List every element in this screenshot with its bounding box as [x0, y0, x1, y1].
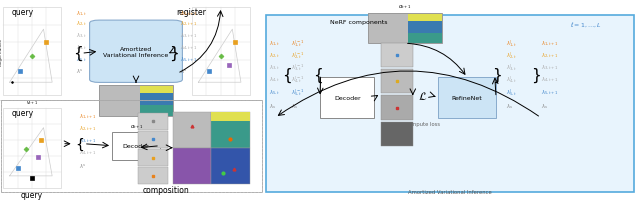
Text: $\lambda_{5,t}$: $\lambda_{5,t}$ — [269, 88, 280, 96]
Bar — [266, 16, 634, 192]
Text: $\lambda_{1,t+1}$: $\lambda_{1,t+1}$ — [180, 10, 198, 18]
Text: $\lambda_s$: $\lambda_s$ — [541, 102, 548, 110]
Bar — [381, 122, 413, 146]
Text: $\{$: $\{$ — [312, 66, 323, 84]
Text: $\lambda_{1,t+1}$: $\lambda_{1,t+1}$ — [79, 112, 96, 120]
Text: $\lambda^{l-1}_{5,t}$: $\lambda^{l-1}_{5,t}$ — [291, 87, 305, 97]
Text: $\lambda^l_{4,t}$: $\lambda^l_{4,t}$ — [506, 75, 516, 85]
Text: $\lambda_{4,t+1}$: $\lambda_{4,t+1}$ — [180, 44, 198, 52]
Bar — [438, 78, 496, 118]
Text: $\lambda_{3,t+1}$: $\lambda_{3,t+1}$ — [541, 64, 558, 72]
Text: Decoder: Decoder — [334, 96, 360, 100]
Bar — [408, 21, 442, 33]
Text: $\lambda_{1,t}$: $\lambda_{1,t}$ — [76, 10, 86, 18]
Text: $\lambda^{l-1}_{3,t}$: $\lambda^{l-1}_{3,t}$ — [291, 63, 305, 73]
Text: $\lambda^s$: $\lambda^s$ — [79, 162, 86, 170]
Text: $\}$: $\}$ — [492, 66, 502, 84]
Text: query: query — [12, 108, 34, 117]
Bar — [99, 86, 140, 116]
Bar — [408, 14, 442, 44]
Bar — [368, 14, 442, 44]
Bar — [381, 44, 413, 68]
Text: $\lambda_{5,t+1}$: $\lambda_{5,t+1}$ — [180, 56, 198, 64]
Text: $\alpha_{t+1}$: $\alpha_{t+1}$ — [398, 3, 412, 11]
Text: $\lambda_{2,t+1}$: $\lambda_{2,t+1}$ — [180, 20, 198, 28]
Bar — [408, 14, 442, 21]
Text: $\lambda_{3,t+1}$: $\lambda_{3,t+1}$ — [79, 136, 96, 144]
Text: $\lambda^l_{2,t}$: $\lambda^l_{2,t}$ — [506, 51, 516, 61]
Bar — [320, 78, 374, 118]
Text: $\lambda^l_{1,t}$: $\lambda^l_{1,t}$ — [506, 39, 516, 49]
Text: $\lambda^l_{3,t}$: $\lambda^l_{3,t}$ — [506, 63, 516, 73]
Bar — [381, 96, 413, 120]
Text: $\lambda_s$: $\lambda_s$ — [506, 102, 513, 110]
Text: NeRF components: NeRF components — [330, 20, 387, 25]
Text: $\ell = 1, \ldots, L$: $\ell = 1, \ldots, L$ — [570, 20, 602, 28]
Text: query: query — [12, 8, 34, 17]
Text: $\lambda^l_{5,t}$: $\lambda^l_{5,t}$ — [506, 87, 516, 97]
Text: $\lambda_{3,t+1}$: $\lambda_{3,t+1}$ — [180, 32, 198, 40]
Text: $\lambda_{5,t+1}$: $\lambda_{5,t+1}$ — [541, 88, 558, 96]
Bar — [138, 150, 168, 166]
Text: $\lambda^{l-1}_{1,t}$: $\lambda^{l-1}_{1,t}$ — [291, 39, 305, 49]
Text: $\lambda_{4,t}$: $\lambda_{4,t}$ — [269, 76, 280, 84]
Text: $\mathcal{L}$: $\mathcal{L}$ — [418, 90, 427, 102]
Bar — [211, 112, 250, 121]
Bar — [138, 114, 168, 130]
Text: $\lambda_{3,t}$: $\lambda_{3,t}$ — [269, 64, 280, 72]
Text: $\lambda_{4,t}$: $\lambda_{4,t}$ — [76, 44, 86, 52]
Text: $\lambda^{l-1}_{4,t}$: $\lambda^{l-1}_{4,t}$ — [291, 75, 305, 85]
Text: $\lambda^s$: $\lambda^s$ — [76, 68, 83, 76]
FancyBboxPatch shape — [90, 21, 182, 83]
Text: register: register — [176, 8, 206, 17]
Text: $\lambda_{2,t+1}$: $\lambda_{2,t+1}$ — [541, 52, 558, 60]
Text: $\alpha_{t+1}$: $\alpha_{t+1}$ — [129, 122, 143, 130]
Text: $\lambda_{1,t+1}$: $\lambda_{1,t+1}$ — [541, 40, 558, 48]
Bar — [1, 100, 262, 192]
Bar — [140, 86, 173, 116]
Text: $\}$: $\}$ — [168, 45, 179, 63]
Bar — [138, 168, 168, 184]
Bar — [112, 132, 160, 160]
Text: $\lambda_s$: $\lambda_s$ — [291, 102, 298, 110]
Bar — [211, 112, 250, 148]
Text: $\lambda_{5,t}$: $\lambda_{5,t}$ — [76, 56, 86, 64]
Text: $v_{t+1}$: $v_{t+1}$ — [26, 99, 38, 107]
Text: $\{$: $\{$ — [282, 66, 292, 84]
Text: $\}$: $\}$ — [531, 66, 541, 84]
Text: $\lambda_{2,t}$: $\lambda_{2,t}$ — [269, 52, 280, 60]
Text: $\{$: $\{$ — [75, 136, 84, 152]
Bar — [1, 100, 262, 192]
Text: target frames: target frames — [0, 39, 3, 65]
Bar — [211, 148, 250, 184]
Bar — [192, 8, 250, 96]
Bar — [381, 70, 413, 94]
Text: $\lambda_{3,t}$: $\lambda_{3,t}$ — [76, 32, 86, 40]
Bar — [140, 86, 173, 94]
Bar — [3, 8, 61, 96]
Text: Decoder: Decoder — [123, 144, 149, 148]
Bar — [140, 94, 173, 106]
Text: RefineNet: RefineNet — [452, 96, 483, 100]
Bar — [3, 108, 61, 188]
Text: compute loss: compute loss — [405, 122, 440, 126]
Text: $\lambda_{4,t+1}$: $\lambda_{4,t+1}$ — [541, 76, 558, 84]
Bar — [173, 148, 211, 184]
Text: $\lambda_{1,t}$: $\lambda_{1,t}$ — [269, 40, 280, 48]
Bar — [173, 112, 211, 148]
Text: $\lambda^s$: $\lambda^s$ — [180, 68, 188, 76]
Text: $\lambda^{l-1}_{2,t}$: $\lambda^{l-1}_{2,t}$ — [291, 51, 305, 61]
Bar — [138, 132, 168, 148]
Text: $\lambda_s$: $\lambda_s$ — [269, 102, 276, 110]
Text: $\{$: $\{$ — [72, 45, 83, 63]
Bar — [99, 86, 173, 116]
Text: $\lambda_{2,t+1}$: $\lambda_{2,t+1}$ — [79, 124, 96, 132]
Text: query: query — [21, 191, 43, 199]
Text: Amortized
Variational Inference: Amortized Variational Inference — [104, 47, 168, 57]
Text: $\lambda_{2,t}$: $\lambda_{2,t}$ — [76, 20, 86, 28]
Text: Amortized Variational Inference: Amortized Variational Inference — [408, 189, 492, 194]
Text: $\lambda_{4,t+1}$: $\lambda_{4,t+1}$ — [79, 148, 96, 156]
Bar — [368, 14, 408, 44]
Text: composition: composition — [143, 185, 190, 194]
